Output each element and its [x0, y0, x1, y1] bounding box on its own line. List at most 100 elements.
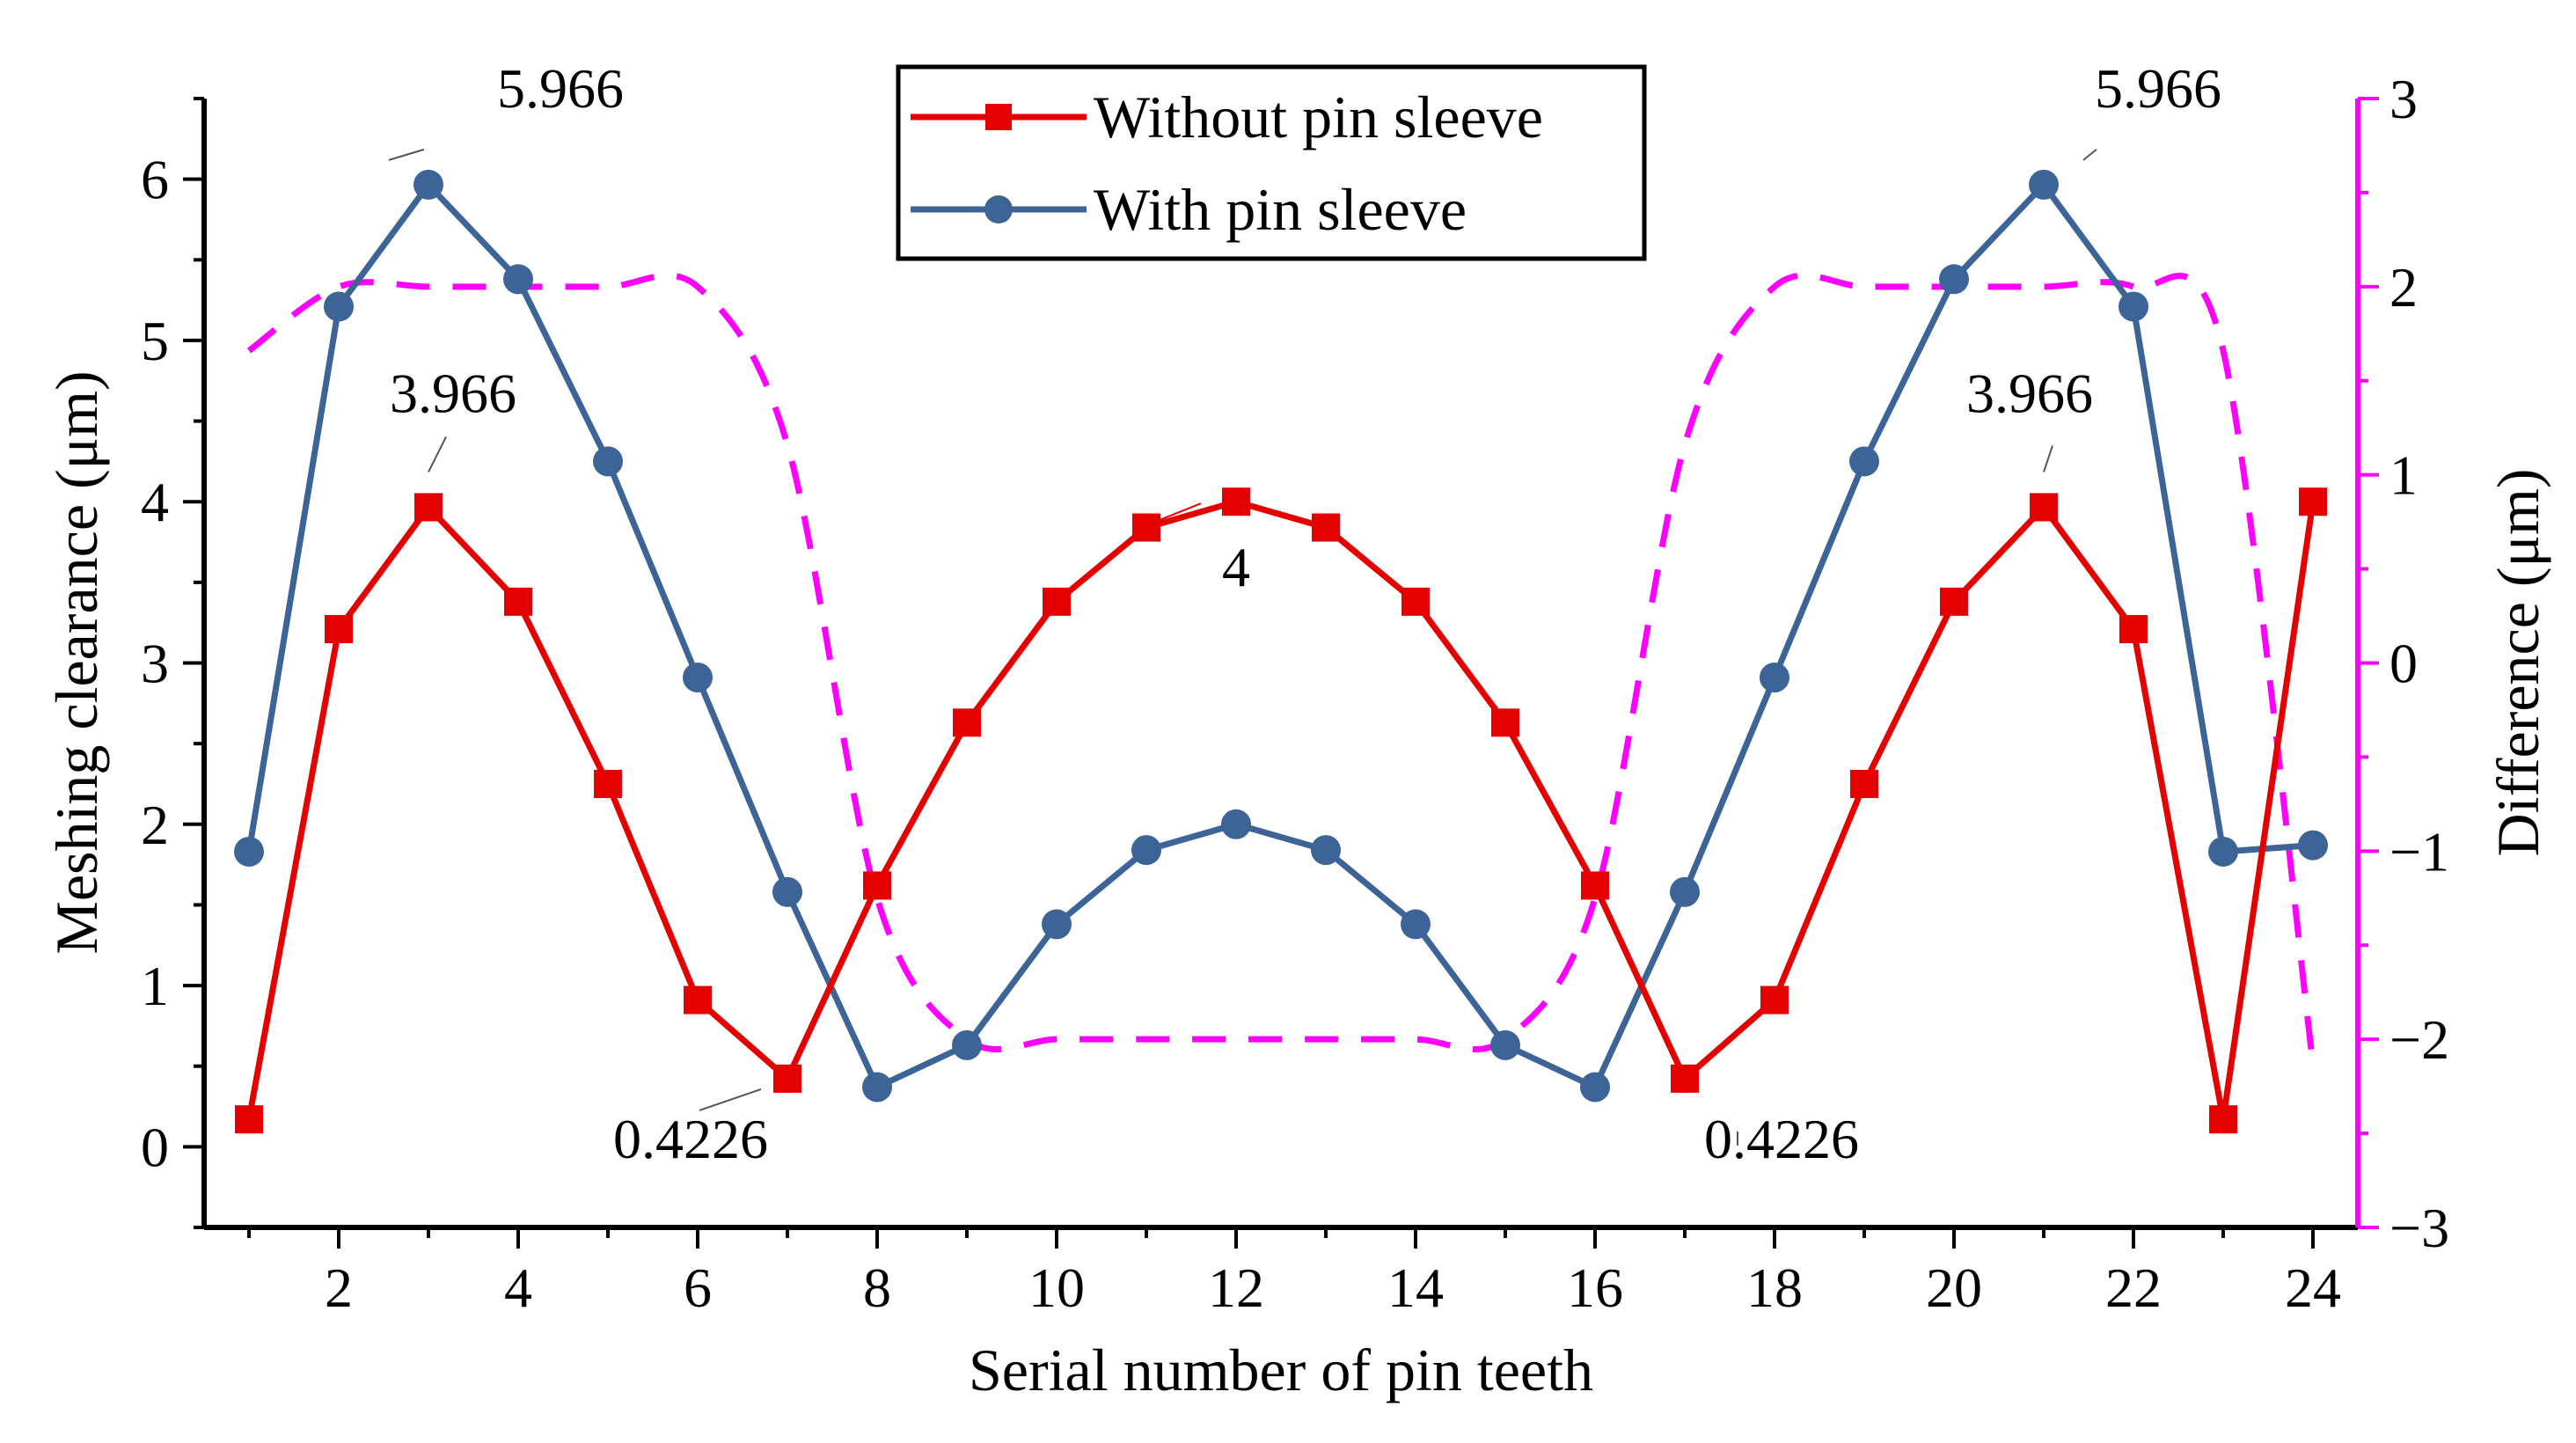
- series-line-difference: [246, 272, 2316, 1065]
- y-tick-label: 3: [141, 633, 169, 695]
- y2-tick-label: −3: [2389, 1197, 2449, 1259]
- y2-tick-label: −1: [2389, 820, 2449, 883]
- data-label: 5.966: [497, 57, 624, 120]
- annotation-leader: [428, 436, 447, 472]
- point-without-sleeve: [1222, 487, 1250, 516]
- point-without-sleeve: [1401, 587, 1430, 616]
- point-with-sleeve: [413, 169, 443, 200]
- point-without-sleeve: [1850, 769, 1878, 798]
- point-with-sleeve: [2119, 291, 2148, 322]
- y2-tick-label: 2: [2389, 256, 2418, 319]
- legend-box: [896, 64, 1647, 261]
- series-layer: [234, 169, 2328, 1134]
- point-with-sleeve: [1670, 876, 1700, 907]
- x-axis-title: Serial number of pin teeth: [969, 1337, 1593, 1403]
- annotation-layer: 5.966 3.966 0.4226 4 0.4226 3.966 5.966: [388, 57, 2221, 1170]
- x-tick-label: 20: [1926, 1256, 1982, 1319]
- point-without-sleeve: [863, 871, 891, 900]
- point-without-sleeve: [1940, 587, 1968, 616]
- point-with-sleeve: [1311, 835, 1341, 866]
- series-line-without-sleeve: [245, 498, 2316, 1123]
- y-tick-label: 4: [141, 471, 169, 533]
- point-without-sleeve: [1043, 587, 1071, 616]
- legend: Without pin sleeve With pin sleeve: [896, 64, 1647, 261]
- y-tick-label: 0: [141, 1116, 169, 1178]
- x-tick-label: 10: [1028, 1256, 1085, 1319]
- x-tick-label: 12: [1208, 1256, 1264, 1319]
- y2-tick-label: 0: [2389, 633, 2418, 695]
- point-without-sleeve: [594, 769, 622, 798]
- point-without-sleeve: [1671, 1064, 1699, 1093]
- legend-label-without-sleeve: Without pin sleeve: [1094, 84, 1543, 150]
- point-with-sleeve: [324, 291, 354, 322]
- data-label: 5.966: [2095, 57, 2221, 120]
- point-with-sleeve: [1221, 809, 1251, 839]
- point-without-sleeve: [1312, 513, 1340, 542]
- y2-axis-title: Difference (μm): [2485, 468, 2551, 856]
- point-with-sleeve: [772, 876, 802, 907]
- point-without-sleeve: [1491, 708, 1519, 737]
- legend-label-with-sleeve: With pin sleeve: [1094, 176, 1467, 243]
- point-without-sleeve: [2119, 615, 2148, 644]
- x-tick-label: 18: [1746, 1256, 1803, 1319]
- x-tick-label: 14: [1387, 1256, 1444, 1319]
- point-with-sleeve: [2208, 836, 2238, 867]
- y2-tick-label: −2: [2389, 1008, 2449, 1071]
- point-with-sleeve: [2029, 169, 2059, 200]
- point-with-sleeve: [1580, 1072, 1610, 1102]
- point-without-sleeve: [2299, 487, 2327, 516]
- data-label: 0.4226: [613, 1108, 768, 1170]
- x-tick-label: 2: [325, 1256, 353, 1319]
- point-with-sleeve: [234, 836, 264, 867]
- annotation-leader: [2082, 149, 2097, 161]
- point-without-sleeve: [235, 1105, 263, 1134]
- point-without-sleeve: [1132, 513, 1160, 542]
- annotation-leader: [388, 148, 425, 161]
- y-axis-title: Meshing clearance (μm): [43, 370, 110, 954]
- point-with-sleeve: [503, 264, 533, 295]
- point-without-sleeve: [773, 1064, 801, 1093]
- y-tick-label: 1: [141, 955, 169, 1017]
- point-without-sleeve: [1581, 871, 1609, 900]
- x-tick-label: 6: [684, 1256, 712, 1319]
- point-with-sleeve: [952, 1029, 982, 1060]
- series-line-with-sleeve: [245, 181, 2314, 1091]
- x-tick-label: 4: [504, 1256, 532, 1319]
- point-without-sleeve: [504, 587, 532, 616]
- point-without-sleeve: [2030, 493, 2058, 522]
- data-label: 4: [1222, 536, 1250, 598]
- point-with-sleeve: [1760, 662, 1789, 692]
- point-with-sleeve: [1401, 909, 1431, 940]
- annotation-leader: [1147, 502, 1202, 526]
- y2-tick-label: 3: [2389, 68, 2418, 130]
- point-without-sleeve: [953, 708, 981, 737]
- legend-marker-with-sleeve: [984, 195, 1013, 223]
- y-tick-label: 6: [141, 149, 169, 211]
- legend-marker-without-sleeve: [985, 104, 1012, 130]
- point-with-sleeve: [1131, 835, 1161, 866]
- data-label: 3.966: [1966, 362, 2093, 424]
- point-without-sleeve: [1760, 985, 1789, 1014]
- point-without-sleeve: [414, 493, 443, 522]
- annotation-leader: [2043, 445, 2053, 472]
- point-with-sleeve: [2298, 830, 2328, 861]
- annotation-leader: [699, 1088, 762, 1111]
- y-tick-label: 5: [141, 310, 169, 372]
- point-without-sleeve: [2209, 1105, 2237, 1134]
- point-without-sleeve: [325, 615, 353, 644]
- data-label: 0.4226: [1704, 1108, 1859, 1170]
- point-with-sleeve: [683, 662, 713, 692]
- x-tick-label: 24: [2285, 1256, 2341, 1319]
- point-with-sleeve: [862, 1072, 892, 1102]
- point-with-sleeve: [593, 446, 623, 477]
- y2-tick-label: 1: [2389, 444, 2418, 507]
- x-tick-label: 16: [1567, 1256, 1623, 1319]
- data-label: 3.966: [390, 362, 516, 424]
- y-tick-label: 2: [141, 794, 169, 856]
- point-without-sleeve: [684, 985, 712, 1014]
- point-with-sleeve: [1849, 446, 1879, 477]
- point-with-sleeve: [1939, 264, 1969, 295]
- x-tick-label: 22: [2105, 1256, 2162, 1319]
